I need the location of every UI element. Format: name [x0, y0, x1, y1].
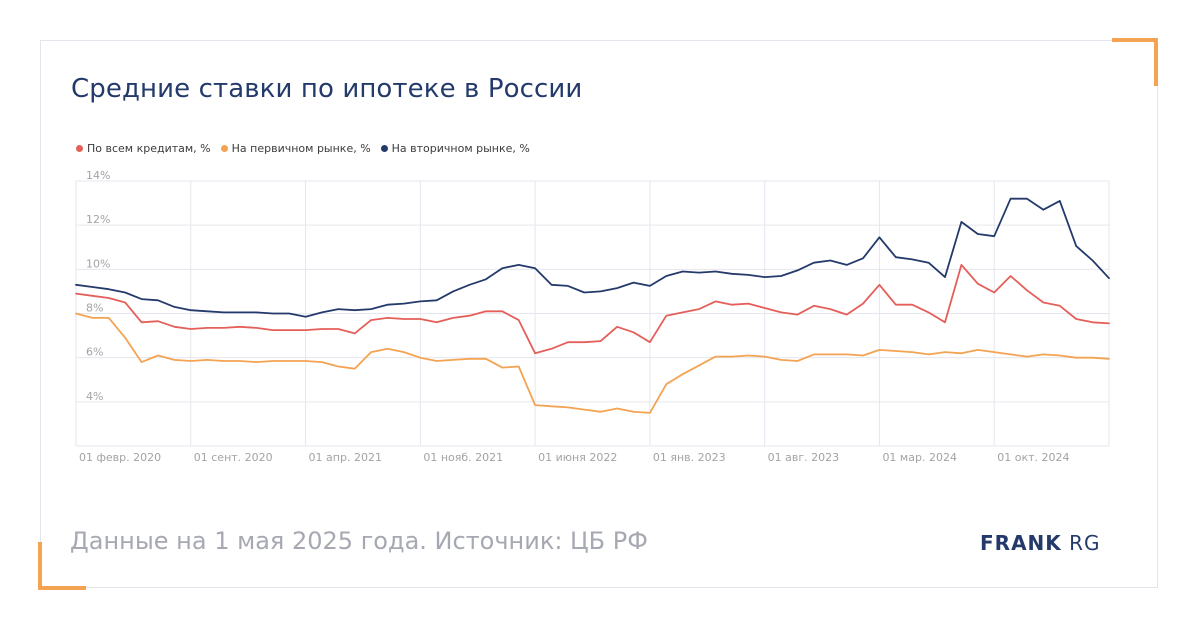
x-tick-label: 01 нояб. 2021	[423, 451, 503, 464]
logo-rg: RG	[1069, 531, 1101, 555]
brand-logo: FRANK RG	[980, 531, 1101, 555]
y-tick-label: 14%	[86, 169, 110, 182]
legend-label-primary: На первичном рынке, %	[231, 142, 371, 155]
corner-accent-top-right	[1112, 38, 1158, 86]
x-tick-label: 01 мар. 2024	[882, 451, 957, 464]
corner-accent-bottom-left	[38, 542, 86, 590]
x-tick-label: 01 сент. 2020	[194, 451, 273, 464]
x-tick-label: 01 авг. 2023	[768, 451, 839, 464]
series-line-all	[75, 263, 1110, 355]
x-tick-label: 01 апр. 2021	[309, 451, 382, 464]
x-tick-label: 01 окт. 2024	[997, 451, 1069, 464]
x-tick-label: 01 февр. 2020	[79, 451, 161, 464]
x-tick-label: 01 июня 2022	[538, 451, 617, 464]
legend-marker-all	[76, 145, 83, 152]
y-tick-label: 6%	[86, 346, 103, 359]
legend-marker-primary	[220, 145, 228, 152]
y-tick-label: 4%	[86, 390, 103, 403]
legend-item-secondary[interactable]: На вторичном рынке, %	[380, 142, 530, 155]
legend-label-secondary: На вторичном рынке, %	[391, 142, 530, 155]
chart-title: Средние ставки по ипотеке в России	[71, 74, 583, 104]
legend-item-primary[interactable]: На первичном рынке, %	[220, 142, 371, 155]
chart-legend: По всем кредитам, % На первичном рынке, …	[76, 142, 530, 155]
y-tick-label: 8%	[86, 302, 103, 315]
legend-item-all[interactable]: По всем кредитам, %	[76, 142, 211, 155]
source-note: Данные на 1 мая 2025 года. Источник: ЦБ …	[70, 527, 648, 555]
series-line-primary	[75, 312, 1110, 414]
x-tick-label: 01 янв. 2023	[653, 451, 726, 464]
y-tick-label: 10%	[86, 257, 110, 270]
legend-label-all: По всем кредитам, %	[87, 142, 211, 155]
series-line-secondary	[75, 197, 1110, 318]
logo-frank: FRANK	[980, 531, 1062, 555]
legend-marker-secondary	[380, 145, 388, 152]
y-tick-label: 12%	[86, 213, 110, 226]
